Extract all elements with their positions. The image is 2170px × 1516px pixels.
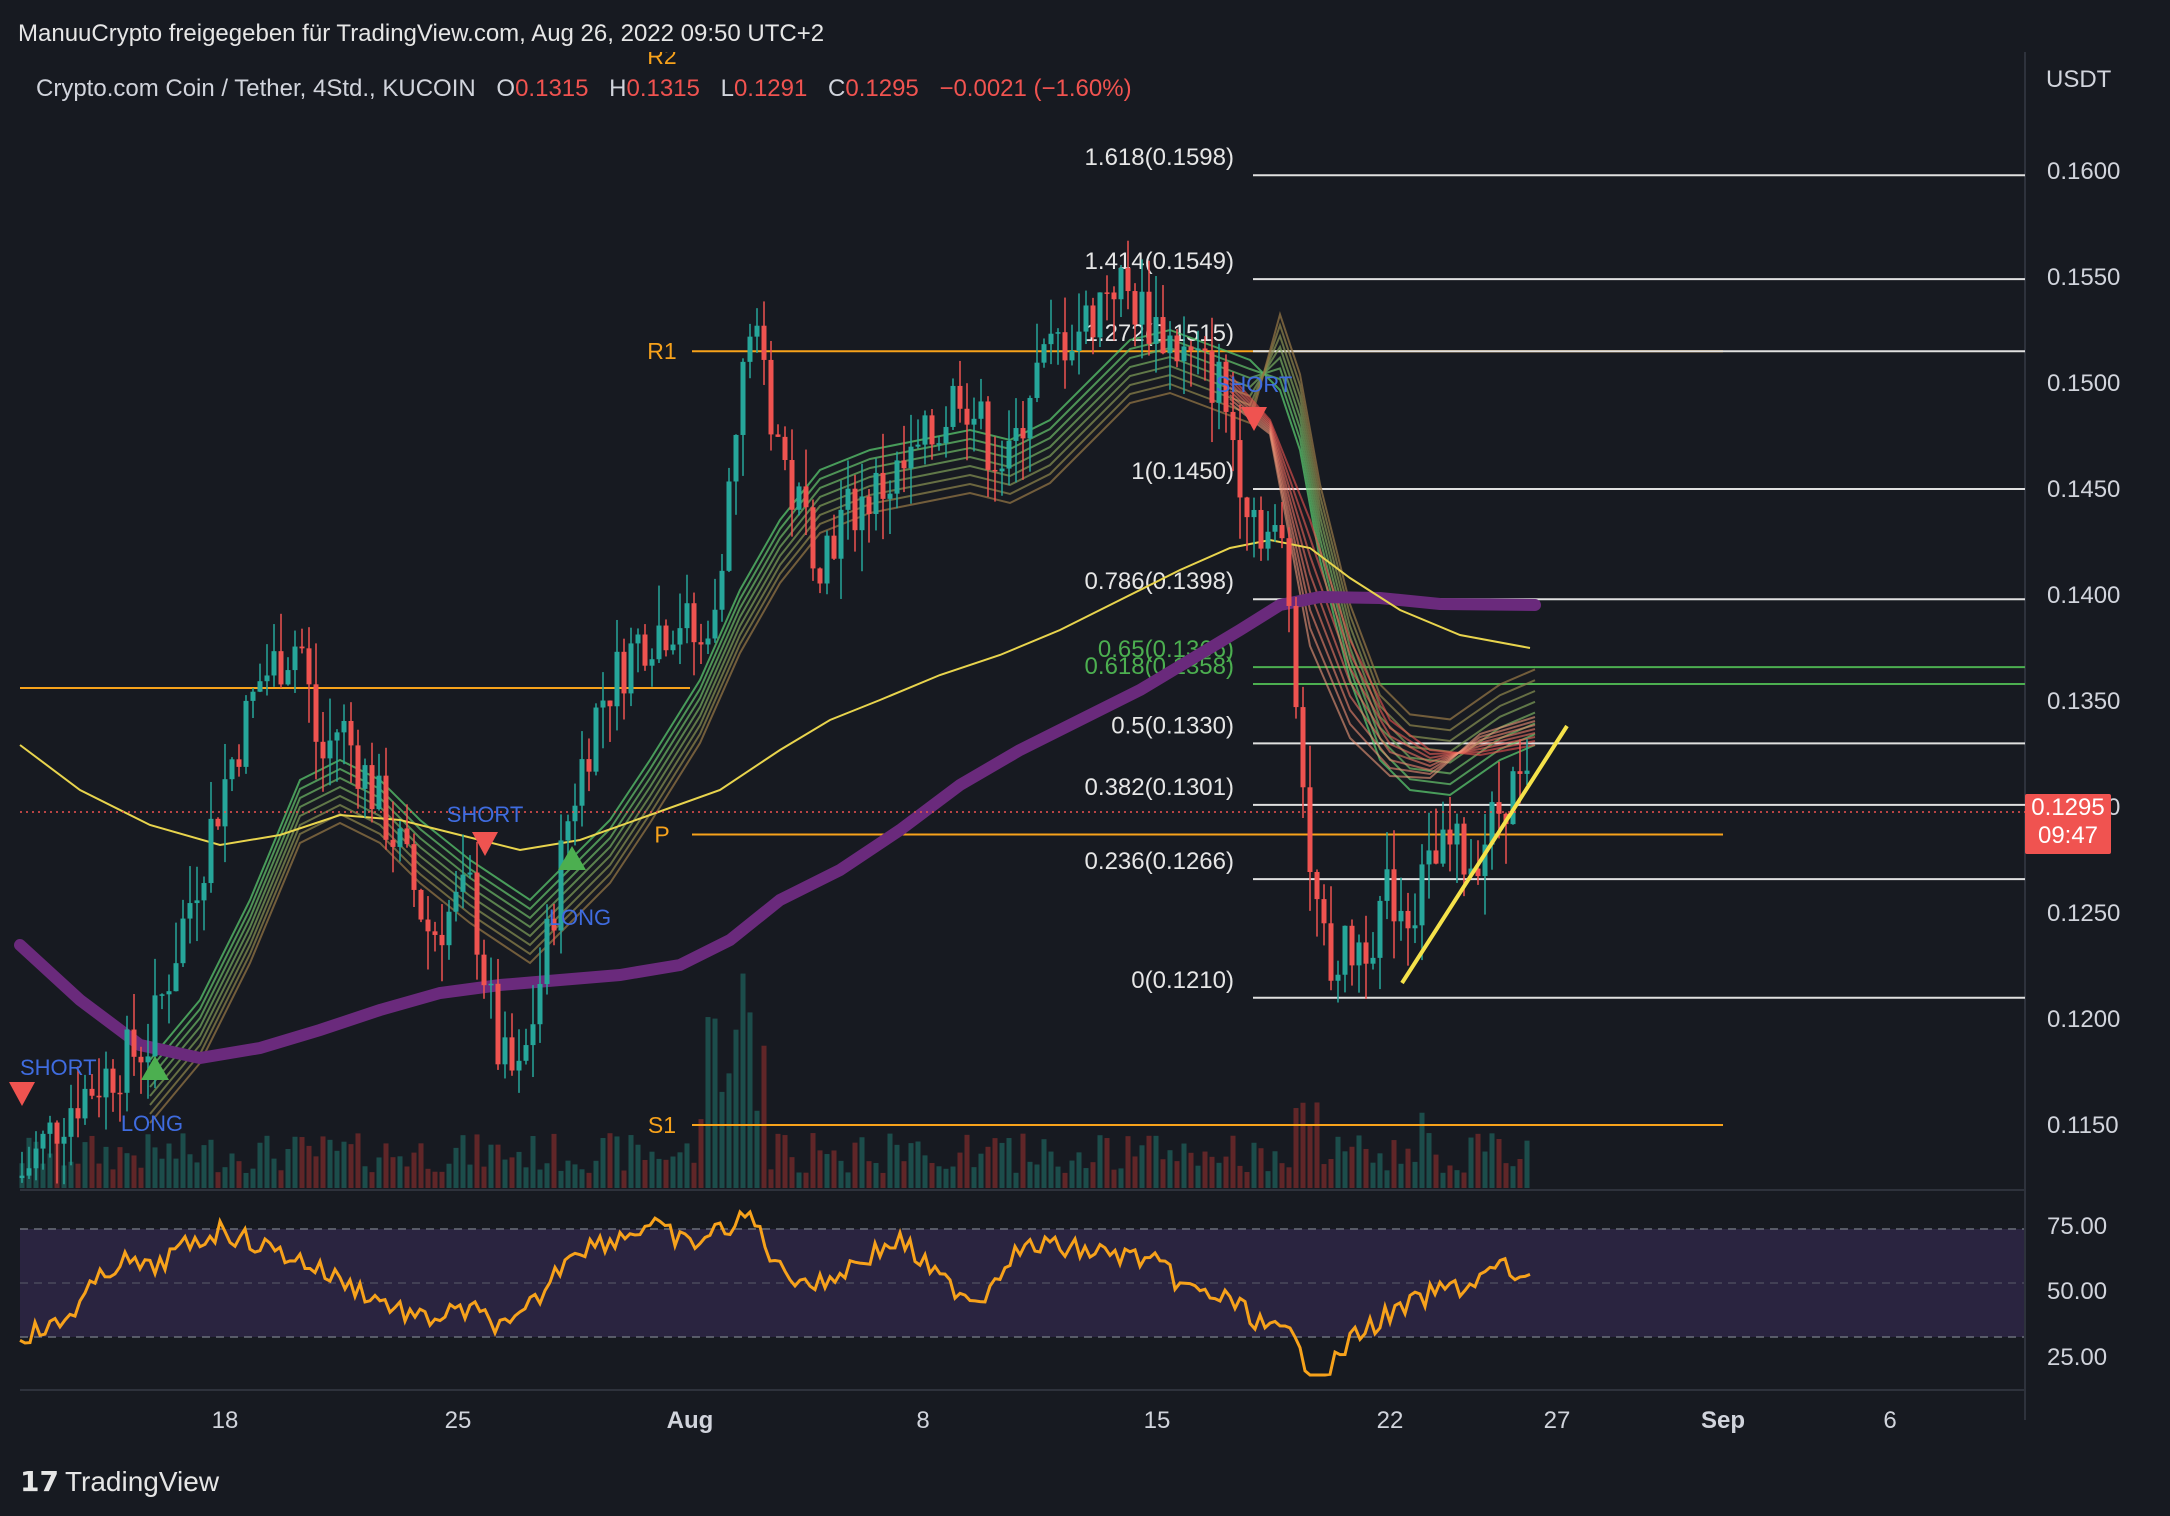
short-signal-icon[interactable] xyxy=(9,1082,35,1106)
signal-label: SHORT xyxy=(20,1055,97,1080)
price-tick: 0.1150 xyxy=(2047,1112,2119,1139)
bar-countdown: 09:47 xyxy=(2037,822,2099,849)
signal-label: LONG xyxy=(549,905,611,930)
close-value: 0.1295 xyxy=(845,75,919,102)
fib-label: 0.236(0.1266) xyxy=(1085,848,1234,875)
footer-brand[interactable]: 17 TradingView xyxy=(20,1465,219,1498)
time-tick: Aug xyxy=(667,1407,714,1434)
fibonacci-levels: 1.618(0.1598)1.414(0.1549)1.272(0.1515)1… xyxy=(1085,144,2025,999)
close-label: C xyxy=(828,75,846,102)
short-signal-icon[interactable] xyxy=(472,832,498,856)
price-tick: 0.1350 xyxy=(2047,688,2120,715)
time-tick: 18 xyxy=(212,1407,239,1434)
fib-label: 1(0.1450) xyxy=(1131,458,1234,485)
low-value: 0.1291 xyxy=(733,75,808,102)
price-tick: 0.1500 xyxy=(2047,370,2120,397)
price-tick: 0.1250 xyxy=(2047,900,2120,927)
long-signal-icon[interactable] xyxy=(141,1056,169,1080)
change-value: −0.0021 (−1.60%) xyxy=(939,75,1132,102)
rsi-tick: 50.00 xyxy=(2047,1278,2107,1305)
time-tick: 27 xyxy=(1544,1407,1571,1434)
price-scale[interactable]: 0.16000.15500.15000.14500.14000.13500.13… xyxy=(2047,158,2120,1139)
volume-bars xyxy=(19,973,1530,1188)
publisher-info: ManuuCrypto freigegeben für TradingView.… xyxy=(18,20,825,47)
fib-label: 1.414(0.1549) xyxy=(1085,248,1234,275)
short-signal-icon[interactable] xyxy=(1241,407,1267,431)
time-tick: 22 xyxy=(1377,1407,1404,1434)
rsi-tick: 75.00 xyxy=(2047,1213,2107,1240)
ema-yellow-line xyxy=(19,538,1531,852)
price-tick: 0.1550 xyxy=(2047,264,2120,291)
rsi-scale[interactable]: 75.00 50.00 25.00 xyxy=(2047,1213,2107,1371)
time-tick: 15 xyxy=(1144,1407,1171,1434)
time-tick: Sep xyxy=(1701,1407,1745,1434)
tradingview-logo-icon: 17 xyxy=(20,1465,59,1498)
signal-label: LONG xyxy=(121,1111,183,1136)
pivot-label: S1 xyxy=(648,1112,676,1138)
brand-name: TradingView xyxy=(64,1466,220,1497)
candlesticks xyxy=(19,240,1530,1185)
high-value: 0.1315 xyxy=(626,75,700,102)
high-label: H xyxy=(609,75,627,102)
last-price-tag: 0.1295 09:47 xyxy=(2025,794,2111,854)
fib-label: 0.5(0.1330) xyxy=(1111,712,1234,739)
rsi-tick: 25.00 xyxy=(2047,1344,2107,1371)
low-label: L xyxy=(720,75,734,102)
symbol-name: Crypto.com Coin / Tether, 4Std., KUCOIN xyxy=(36,75,476,102)
fib-label: 0.786(0.1398) xyxy=(1085,568,1234,595)
symbol-legend[interactable]: Crypto.com Coin / Tether, 4Std., KUCOIN … xyxy=(36,75,1132,103)
time-tick: 25 xyxy=(445,1407,472,1434)
last-price-value: 0.1295 xyxy=(2031,794,2105,821)
time-axis[interactable]: 18 25 Aug 8 15 22 27 Sep 6 xyxy=(212,1407,1897,1434)
rsi-line xyxy=(19,1209,1531,1377)
price-tick: 0.1450 xyxy=(2047,476,2120,503)
long-signal-icon[interactable] xyxy=(558,846,586,870)
trendline[interactable] xyxy=(1400,724,1569,985)
signal-label: SHORT xyxy=(1216,372,1293,397)
price-tick: 0.1400 xyxy=(2047,582,2120,609)
ema-slow-line xyxy=(14,590,1541,1065)
fib-label: 0(0.1210) xyxy=(1131,967,1234,994)
open-label: O xyxy=(496,75,516,102)
fib-label: 1.618(0.1598) xyxy=(1085,144,1234,171)
price-tick: 0.1200 xyxy=(2047,1006,2120,1033)
fib-label: 0.382(0.1301) xyxy=(1085,774,1234,801)
open-value: 0.1315 xyxy=(515,75,589,102)
signal-markers: SHORT LONG SHORT LONG SHORT xyxy=(9,372,1292,1136)
price-tick: 0.1600 xyxy=(2047,158,2120,185)
currency-label: USDT xyxy=(2046,66,2112,93)
pivot-label: R1 xyxy=(647,338,676,364)
publisher-bar xyxy=(0,0,2170,52)
pivot-label: P xyxy=(654,822,669,848)
time-tick: 8 xyxy=(916,1407,929,1434)
time-tick: 6 xyxy=(1883,1407,1896,1434)
signal-label: SHORT xyxy=(447,802,524,827)
